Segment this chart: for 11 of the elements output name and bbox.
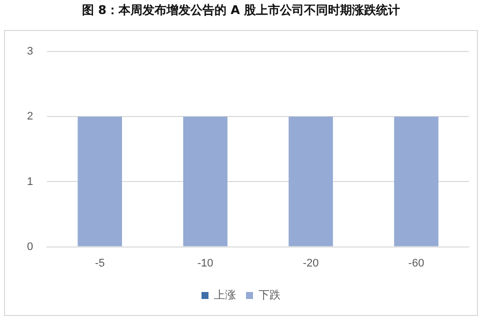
x-tick-label: -60 <box>408 257 424 270</box>
chart-title: 图 8：本周发布增发公告的 A 股上市公司不同时期涨跌统计 <box>80 2 402 19</box>
x-tick-label: -10 <box>197 257 214 270</box>
y-tick-label: 1 <box>26 176 34 188</box>
y-tick-label: 0 <box>26 240 34 253</box>
x-tick-label: -5 <box>94 257 105 270</box>
y-tick-label: 3 <box>26 46 34 58</box>
legend-label: 下跌 <box>258 288 280 302</box>
y-tick-label: 2 <box>26 110 34 123</box>
x-tick-label: -20 <box>302 257 319 270</box>
legend-label: 上涨 <box>214 288 236 302</box>
